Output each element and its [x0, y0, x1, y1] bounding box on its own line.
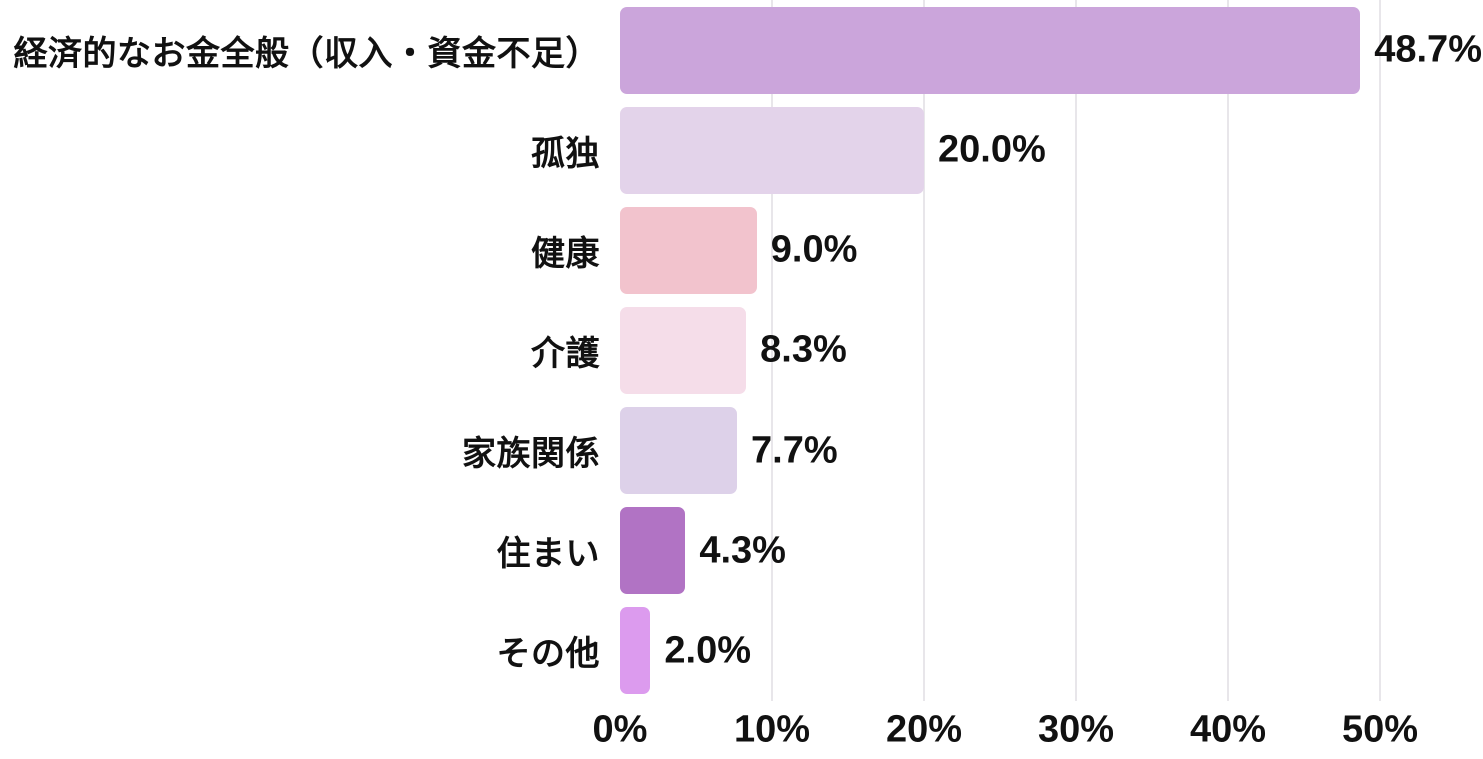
x-tick-label: 10% — [733, 708, 811, 751]
value-label: 4.3% — [699, 529, 786, 572]
bar-area: 48.7% — [620, 6, 1483, 94]
value-label: 7.7% — [751, 429, 838, 472]
bar-area: 20.0% — [620, 106, 1483, 194]
category-label: 健康 — [531, 234, 600, 273]
value-label: 9.0% — [770, 228, 858, 271]
bar-area: 8.3% — [620, 306, 1483, 394]
value-label: 20.0% — [938, 128, 1046, 171]
table-row: 孤独 20.0% — [0, 100, 1483, 200]
bar — [620, 206, 757, 294]
bar — [620, 306, 747, 394]
bar — [620, 507, 686, 595]
bar — [620, 607, 651, 695]
table-row: 健康 9.0% — [0, 200, 1483, 300]
bar-rows: 経済的なお金全般（収入・資金不足） 48.7% 孤独 20.0% 健康 9.0% 介護 8.3… — [0, 0, 1483, 701]
bar — [620, 407, 738, 495]
x-tick-label: 30% — [1037, 708, 1115, 751]
x-tick-label: 40% — [1189, 708, 1267, 751]
x-axis: 0% 10% 20% 30% 40% 50% — [0, 701, 1483, 759]
bar-area: 2.0% — [620, 607, 1483, 695]
value-label: 48.7% — [1374, 28, 1482, 71]
category-label: 経済的なお金全般（収入・資金不足） — [13, 34, 600, 73]
table-row: 住まい 4.3% — [0, 501, 1483, 601]
category-label: 住まい — [496, 535, 600, 574]
bar-area: 7.7% — [620, 407, 1483, 495]
category-label: その他 — [496, 635, 600, 674]
table-row: 家族関係 7.7% — [0, 401, 1483, 501]
x-tick-label: 20% — [885, 708, 963, 751]
bar-area: 9.0% — [620, 206, 1483, 294]
bar — [620, 6, 1361, 94]
value-label: 2.0% — [664, 629, 752, 672]
category-label: 孤独 — [531, 134, 600, 173]
category-label: 家族関係 — [462, 435, 600, 474]
table-row: その他 2.0% — [0, 601, 1483, 701]
value-label: 8.3% — [760, 328, 847, 371]
x-tick-label: 50% — [1341, 708, 1419, 751]
category-label: 介護 — [531, 334, 600, 373]
bar — [620, 106, 924, 194]
table-row: 経済的なお金全般（収入・資金不足） 48.7% — [0, 0, 1483, 100]
x-tick-label: 0% — [592, 708, 648, 751]
table-row: 介護 8.3% — [0, 300, 1483, 400]
bar-area: 4.3% — [620, 507, 1483, 595]
